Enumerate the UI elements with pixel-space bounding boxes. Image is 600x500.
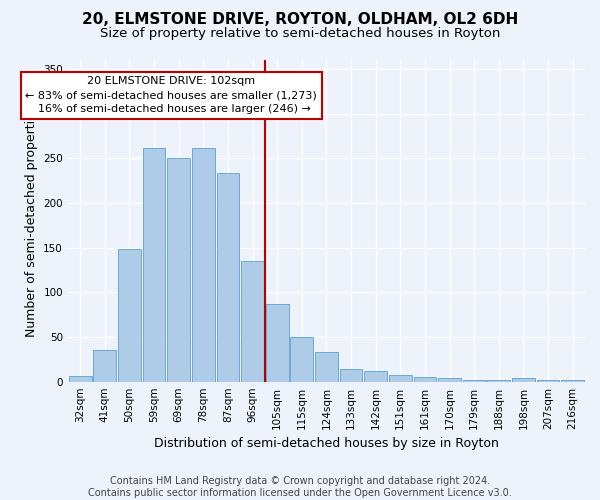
Bar bbox=[118, 250, 141, 382]
Bar bbox=[315, 352, 338, 382]
Bar bbox=[487, 380, 510, 382]
Text: Contains HM Land Registry data © Crown copyright and database right 2024.
Contai: Contains HM Land Registry data © Crown c… bbox=[88, 476, 512, 498]
Bar bbox=[217, 172, 239, 382]
X-axis label: Distribution of semi-detached houses by size in Royton: Distribution of semi-detached houses by … bbox=[154, 437, 499, 450]
Bar bbox=[340, 369, 362, 382]
Bar bbox=[266, 304, 289, 382]
Bar bbox=[413, 377, 436, 382]
Text: 20, ELMSTONE DRIVE, ROYTON, OLDHAM, OL2 6DH: 20, ELMSTONE DRIVE, ROYTON, OLDHAM, OL2 … bbox=[82, 12, 518, 28]
Bar bbox=[389, 374, 412, 382]
Bar bbox=[290, 337, 313, 382]
Bar bbox=[94, 350, 116, 382]
Bar bbox=[562, 380, 584, 382]
Bar bbox=[364, 371, 387, 382]
Y-axis label: Number of semi-detached properties: Number of semi-detached properties bbox=[25, 105, 38, 336]
Bar bbox=[241, 261, 264, 382]
Bar bbox=[69, 376, 92, 382]
Text: 20 ELMSTONE DRIVE: 102sqm  
← 83% of semi-detached houses are smaller (1,273)
  : 20 ELMSTONE DRIVE: 102sqm ← 83% of semi-… bbox=[25, 76, 317, 114]
Bar bbox=[537, 380, 559, 382]
Bar bbox=[438, 378, 461, 382]
Bar bbox=[143, 148, 166, 382]
Text: Size of property relative to semi-detached houses in Royton: Size of property relative to semi-detach… bbox=[100, 28, 500, 40]
Bar bbox=[512, 378, 535, 382]
Bar bbox=[192, 148, 215, 382]
Bar bbox=[463, 380, 485, 382]
Bar bbox=[167, 158, 190, 382]
